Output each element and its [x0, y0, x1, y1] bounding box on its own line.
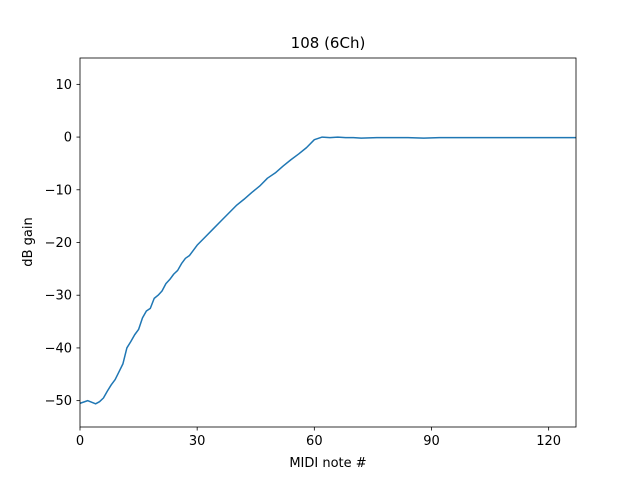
x-tick-label: 90: [423, 434, 440, 449]
y-tick-label: 0: [64, 131, 72, 146]
chart-title: 108 (6Ch): [291, 34, 366, 52]
y-tick-label: −10: [45, 183, 72, 198]
y-tick-label: −50: [45, 394, 72, 409]
series-line-0: [80, 136, 576, 405]
x-tick-label: 0: [76, 434, 84, 449]
x-tick-label: 30: [189, 434, 206, 449]
y-axis-label: dB gain: [21, 217, 36, 266]
y-tick-label: −30: [45, 289, 72, 304]
y-tick-label: 10: [55, 78, 72, 93]
x-tick-label: 120: [536, 434, 561, 449]
x-tick-label: 60: [306, 434, 323, 449]
x-axis-label: MIDI note #: [289, 456, 366, 471]
y-tick-label: −20: [45, 236, 72, 251]
y-tick-label: −40: [45, 341, 72, 356]
plot-area: 0 30 60 90 120 10 0 −10 −20 −30 −40 −50: [45, 57, 577, 449]
